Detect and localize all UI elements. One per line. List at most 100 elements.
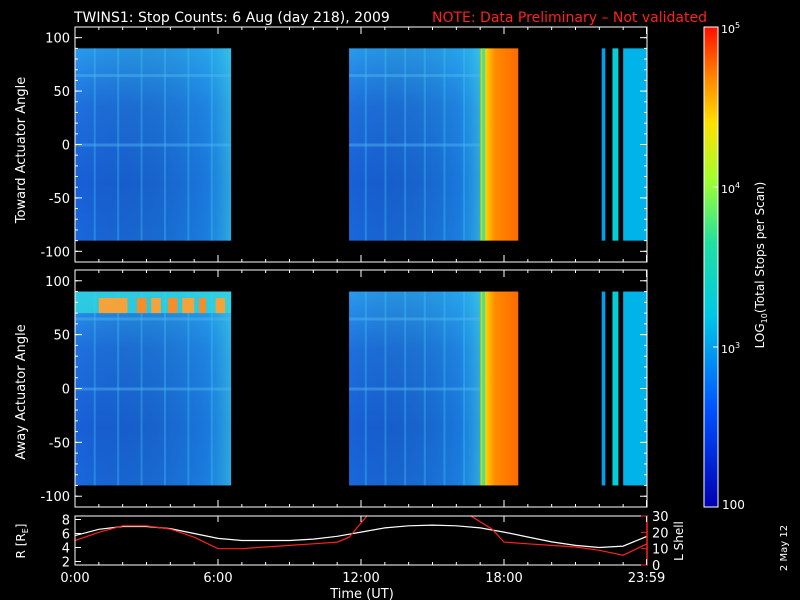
heatmap-hot-spot bbox=[182, 298, 195, 314]
heatmap-band bbox=[75, 387, 232, 391]
colorbar-tick-base: 10 bbox=[721, 183, 735, 196]
heatmap-band bbox=[75, 143, 232, 147]
heatmap-hot-spot bbox=[198, 298, 207, 314]
heatmap-hot-spot bbox=[215, 298, 226, 314]
colorbar-tick-base: 10 bbox=[721, 343, 735, 356]
heatmap-segment-tint-toward-1 bbox=[349, 48, 481, 241]
heatmap-segment-tint-away-0 bbox=[75, 291, 232, 486]
heatmap-streak bbox=[93, 291, 96, 486]
heatmap-band bbox=[349, 143, 481, 147]
colorbar-label-prefix: LOG bbox=[753, 323, 767, 348]
ephem-right-axis-label: L Shell bbox=[672, 521, 686, 561]
colorbar-label-suffix: (Total Stops per Scan) bbox=[753, 182, 767, 313]
heatmap-streak bbox=[140, 291, 143, 486]
r-distance-line bbox=[75, 524, 647, 549]
heatmap-hot-spot bbox=[98, 298, 128, 314]
heatmap-streak bbox=[163, 291, 166, 486]
ephem-left-tick-label: 4 bbox=[62, 542, 70, 557]
l-shell-line bbox=[75, 516, 647, 556]
colorbar-tick-exp: 5 bbox=[735, 21, 740, 30]
ytick-label-away: 100 bbox=[45, 275, 70, 290]
date-stamp: 2 May 12 bbox=[779, 525, 790, 571]
colorbar-bottom-label: 100 bbox=[722, 498, 745, 512]
heatmap-segment-toward-4 bbox=[612, 48, 619, 241]
heatmap-streak bbox=[140, 48, 143, 241]
ytick-label-away: 50 bbox=[53, 329, 70, 344]
ephem-left-axis-label-sub: E bbox=[21, 528, 30, 533]
ytick-label-toward: 50 bbox=[53, 85, 70, 100]
away-panel: 100 50 0 -50 -100 bbox=[40, 269, 648, 508]
heatmap-streak bbox=[384, 48, 387, 241]
ytick-label-toward: 0 bbox=[62, 139, 70, 154]
ephem-right-tick-label: 0 bbox=[652, 559, 660, 574]
x-axis-label: Time (UT) bbox=[329, 587, 394, 600]
heatmap-band bbox=[75, 317, 232, 321]
ephem-left-tick-label: 2 bbox=[62, 556, 70, 571]
heatmap-streak bbox=[482, 291, 486, 486]
heatmap-streak bbox=[443, 291, 446, 486]
ytick-label-toward: 100 bbox=[45, 32, 70, 47]
ytick-label-away: 0 bbox=[62, 383, 70, 398]
toward-ylabel: Toward Actuator Angle bbox=[14, 77, 29, 224]
heatmap-streak bbox=[482, 48, 486, 241]
ephem-xtick-label: 23:59 bbox=[628, 571, 665, 586]
heatmap-streak bbox=[364, 48, 367, 241]
ephem-right-tick-label: 20 bbox=[652, 526, 669, 541]
heatmap-hot-spot bbox=[136, 298, 147, 314]
heatmap-segment-tint-toward-0 bbox=[75, 48, 232, 241]
heatmap-streak bbox=[423, 291, 426, 486]
heatmap-band bbox=[349, 317, 481, 321]
heatmap-streak bbox=[187, 291, 190, 486]
heatmap-streak bbox=[463, 291, 466, 486]
heatmap-segment-away-5 bbox=[623, 291, 647, 486]
heatmap-streak bbox=[187, 48, 190, 241]
heatmap-streak bbox=[210, 291, 213, 486]
heatmap-streak bbox=[93, 48, 96, 241]
heatmap-band bbox=[75, 74, 232, 78]
preliminary-note: NOTE: Data Preliminary – Not validated bbox=[432, 10, 707, 26]
heatmap-streak bbox=[384, 291, 387, 486]
heatmap-streak bbox=[404, 291, 407, 486]
toward-panel: 100 50 0 -50 -100 bbox=[40, 26, 648, 263]
colorbar-label: LOG10(Total Stops per Scan) bbox=[753, 182, 769, 349]
heatmap-streak bbox=[423, 48, 426, 241]
ephem-left-axis-label-main: R [R bbox=[14, 533, 28, 558]
away-ylabel: Away Actuator Angle bbox=[14, 324, 29, 459]
heatmap-hot-spot bbox=[151, 298, 161, 314]
heatmap-streak bbox=[117, 48, 120, 241]
colorbar-tick-base: 10 bbox=[721, 23, 735, 36]
ephem-left-axis-label-end: ] bbox=[14, 524, 28, 529]
ephem-xtick-label: 6:00 bbox=[203, 571, 232, 586]
ytick-label-toward: -50 bbox=[49, 192, 70, 207]
ephem-xtick-label: 12:00 bbox=[342, 571, 379, 586]
ytick-label-away: -50 bbox=[49, 436, 70, 451]
colorbar-gradient bbox=[703, 26, 719, 508]
heatmap-streak bbox=[210, 48, 213, 241]
heatmap-streak bbox=[443, 48, 446, 241]
heatmap-segment-away-3 bbox=[601, 291, 606, 486]
heatmap-streak bbox=[364, 291, 367, 486]
heatmap-segment-away-4 bbox=[612, 291, 619, 486]
ephem-left-axis-label: R [RE] bbox=[14, 524, 30, 559]
ytick-label-away: -100 bbox=[40, 490, 70, 505]
heatmap-streak bbox=[404, 48, 407, 241]
heatmap-segment-toward-2 bbox=[480, 48, 519, 241]
ephem-xtick-label: 0:00 bbox=[60, 571, 89, 586]
ephem-right-tick-label: 10 bbox=[652, 543, 669, 558]
heatmap-segment-toward-3 bbox=[601, 48, 606, 241]
colorbar-tick-label: 105 bbox=[721, 21, 740, 36]
ephem-left-tick-label: 8 bbox=[62, 514, 70, 529]
heatmap-hot-spot bbox=[167, 298, 178, 314]
ytick-label-toward: -100 bbox=[40, 245, 70, 260]
heatmap-segment-away-2 bbox=[480, 291, 519, 486]
heatmap-segment-toward-5 bbox=[623, 48, 647, 241]
colorbar-tick-label: 103 bbox=[721, 341, 740, 356]
ephem-xtick-label: 18:00 bbox=[485, 571, 522, 586]
heatmap-streak bbox=[117, 291, 120, 486]
colorbar-tick-exp: 3 bbox=[735, 341, 740, 350]
heatmap-band bbox=[349, 387, 481, 391]
chart-title: TWINS1: Stop Counts: 6 Aug (day 218), 20… bbox=[73, 10, 390, 26]
